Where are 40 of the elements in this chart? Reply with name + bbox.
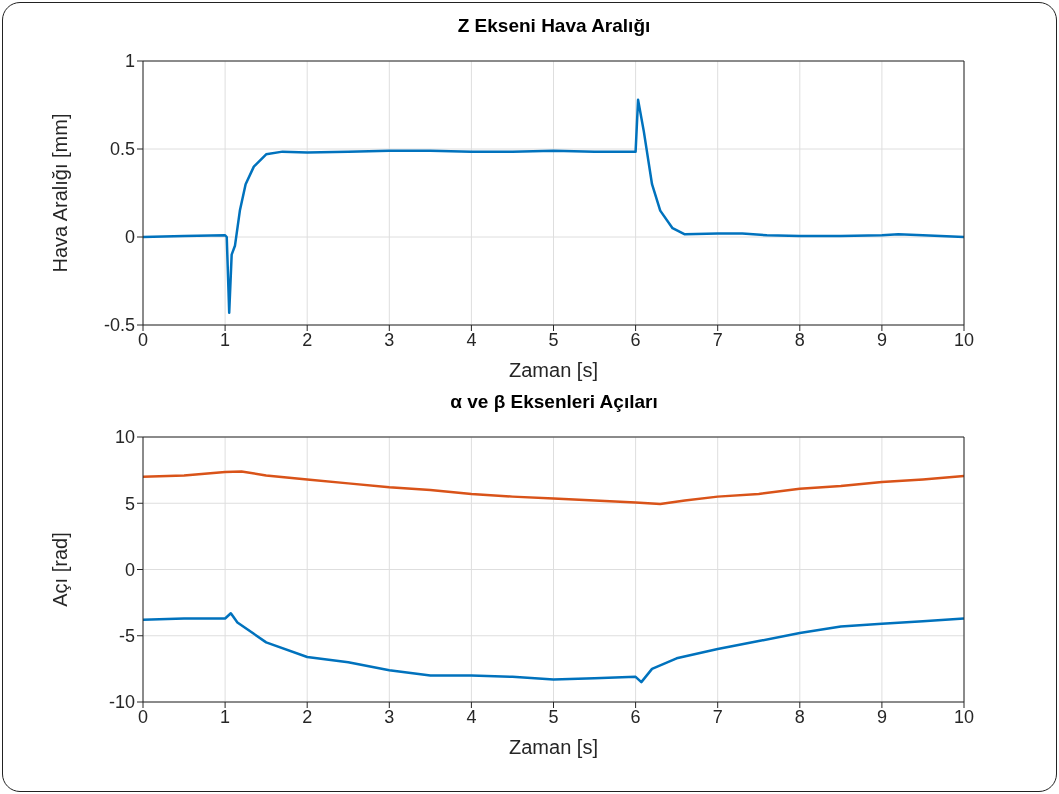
x-tick-label: 9 bbox=[876, 329, 887, 350]
x-tick-label: 10 bbox=[953, 706, 975, 727]
y-tick-label: 1 bbox=[124, 51, 135, 72]
y-tick-label: -0.5 bbox=[103, 315, 135, 336]
x-tick-label: 1 bbox=[220, 706, 231, 727]
line-series bbox=[143, 611, 964, 684]
y-tick-label: -5 bbox=[118, 626, 135, 647]
x-tick-label: 0 bbox=[137, 329, 149, 350]
y-axis-title: Hava Aralığı [mm] bbox=[49, 113, 72, 273]
line-series bbox=[143, 470, 964, 506]
y-tick-label: 10 bbox=[114, 427, 135, 448]
x-tick-label: 6 bbox=[630, 706, 641, 727]
line-series bbox=[143, 98, 964, 314]
chart-title: Z Ekseni Hava Aralığı bbox=[456, 15, 652, 37]
x-tick-label: 3 bbox=[384, 706, 395, 727]
chart-title: α ve β Eksenleri Açıları bbox=[449, 391, 659, 413]
y-tick-label: -10 bbox=[108, 692, 135, 713]
y-tick-label: 0.5 bbox=[109, 139, 135, 160]
y-tick-label: 5 bbox=[124, 493, 135, 514]
y-tick-label: 0 bbox=[124, 227, 135, 248]
x-tick-label: 10 bbox=[953, 329, 975, 350]
x-tick-label: 1 bbox=[220, 329, 231, 350]
x-tick-label: 6 bbox=[630, 329, 641, 350]
x-tick-label: 8 bbox=[794, 329, 805, 350]
x-tick-label: 2 bbox=[302, 706, 313, 727]
x-tick-label: 5 bbox=[548, 329, 559, 350]
x-tick-label: 0 bbox=[137, 706, 149, 727]
x-tick-label: 7 bbox=[712, 706, 723, 727]
x-axis-title: Zaman [s] bbox=[509, 736, 598, 758]
x-tick-label: 7 bbox=[712, 329, 723, 350]
x-tick-label: 2 bbox=[302, 329, 313, 350]
x-tick-label: 3 bbox=[384, 329, 395, 350]
x-tick-label: 4 bbox=[466, 329, 477, 350]
x-tick-label: 5 bbox=[548, 706, 559, 727]
x-tick-label: 4 bbox=[466, 706, 477, 727]
y-tick-label: 0 bbox=[124, 559, 135, 580]
x-tick-label: 8 bbox=[794, 706, 805, 727]
x-tick-label: 9 bbox=[876, 706, 887, 727]
x-axis-title: Zaman [s] bbox=[509, 359, 598, 381]
y-axis-title: Açı [rad] bbox=[49, 532, 72, 607]
